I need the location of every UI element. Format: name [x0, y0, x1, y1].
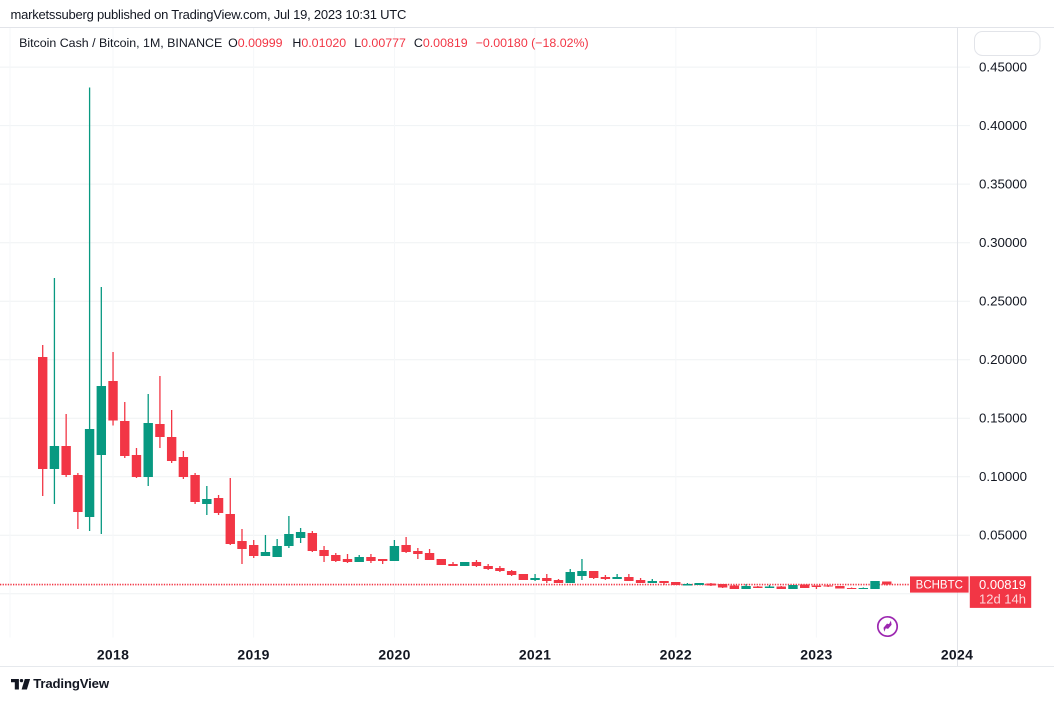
svg-text:0.15000: 0.15000	[979, 411, 1027, 426]
svg-text:0.45000: 0.45000	[979, 60, 1027, 75]
svg-text:0.35000: 0.35000	[979, 177, 1027, 192]
svg-text:2019: 2019	[237, 646, 269, 662]
svg-text:2022: 2022	[660, 646, 692, 662]
svg-text:12d 14h: 12d 14h	[979, 591, 1026, 606]
svg-text:BCHBTC: BCHBTC	[916, 579, 963, 591]
svg-text:0.30000: 0.30000	[979, 235, 1027, 250]
svg-text:0.10000: 0.10000	[979, 469, 1027, 484]
svg-text:0.05000: 0.05000	[979, 528, 1027, 543]
svg-text:0.00819: 0.00819	[979, 577, 1026, 592]
svg-text:0.20000: 0.20000	[979, 352, 1027, 367]
svg-text:2020: 2020	[378, 646, 410, 662]
svg-text:2024: 2024	[941, 646, 973, 662]
svg-text:0.25000: 0.25000	[979, 294, 1027, 309]
svg-text:0.40000: 0.40000	[979, 118, 1027, 133]
svg-text:2023: 2023	[800, 646, 832, 662]
svg-text:2021: 2021	[519, 646, 551, 662]
svg-text:2018: 2018	[97, 646, 129, 662]
